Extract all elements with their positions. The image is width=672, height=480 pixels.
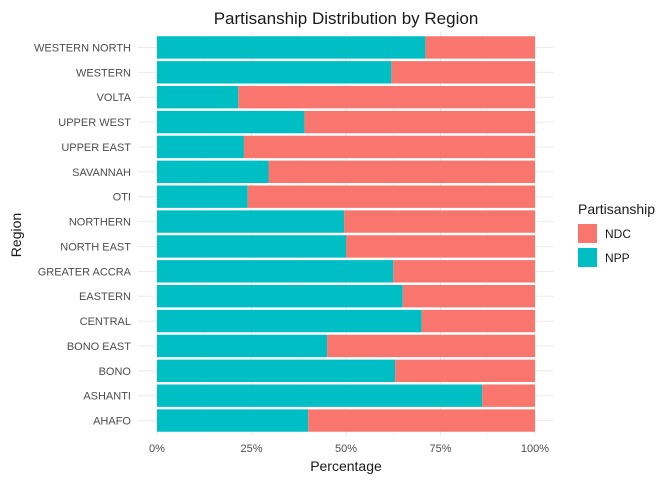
y-tick-labels: AHAFO ASHANTI BONO BONO EAST CENTRAL EASTERN G… xyxy=(34,42,132,427)
bar-npp-western-north xyxy=(157,36,426,59)
y-tick-label: BONO EAST xyxy=(67,341,131,353)
x-tick-label: 100% xyxy=(521,443,549,455)
bar-ndc-upper-east xyxy=(243,135,535,159)
legend-title: Partisanship xyxy=(578,201,655,217)
y-tick-label: EASTERN xyxy=(79,291,131,303)
y-tick-label: NORTH EAST xyxy=(60,241,131,253)
x-tick-labels: 0% 25% 50% 75% 100% xyxy=(149,443,549,455)
bar-npp-ahafo xyxy=(157,409,309,432)
bar-npp-ashanti xyxy=(157,384,483,407)
bar-npp-eastern xyxy=(157,284,403,308)
bar-npp-volta xyxy=(157,85,239,109)
bar-npp-bono-east xyxy=(157,334,328,358)
y-tick-label: UPPER WEST xyxy=(58,117,131,129)
y-axis-title: Region xyxy=(8,213,24,257)
y-tick-label: UPPER EAST xyxy=(61,142,131,154)
bar-ndc-upper-west xyxy=(304,110,535,134)
y-tick-label: SAVANNAH xyxy=(72,167,131,179)
legend-items: NDC NPP xyxy=(578,224,631,267)
bar-npp-western xyxy=(157,61,392,84)
bar-ndc-north-east xyxy=(346,235,535,258)
y-tick-label: OTI xyxy=(113,192,131,204)
bar-ndc-eastern xyxy=(402,284,535,308)
x-tick-label: 25% xyxy=(240,443,262,455)
bar-ndc-greater-accra xyxy=(393,260,535,283)
x-axis-title: Percentage xyxy=(310,458,382,474)
legend-swatch-npp xyxy=(578,248,597,267)
bar-npp-northern xyxy=(157,210,345,233)
bar-ndc-ahafo xyxy=(308,409,535,432)
bar-ndc-western-north xyxy=(425,36,535,59)
bar-npp-upper-west xyxy=(157,110,305,134)
y-tick-label: WESTERN xyxy=(76,67,131,79)
bar-ndc-central xyxy=(421,309,535,333)
y-tick-label: NORTHERN xyxy=(69,217,131,229)
chart-title: Partisanship Distribution by Region xyxy=(214,9,479,28)
x-tick-label: 75% xyxy=(429,443,451,455)
bar-npp-greater-accra xyxy=(157,260,394,283)
y-tick-label: BONO xyxy=(99,366,132,378)
y-tick-label: WESTERN NORTH xyxy=(34,42,131,54)
bars xyxy=(157,36,535,432)
bar-ndc-oti xyxy=(247,185,535,208)
bar-ndc-volta xyxy=(238,85,535,109)
bar-ndc-bono-east xyxy=(327,334,535,358)
y-tick-label: AHAFO xyxy=(93,416,131,428)
legend-label-ndc: NDC xyxy=(605,227,631,241)
x-tick-label: 50% xyxy=(335,443,357,455)
bar-npp-oti xyxy=(157,185,248,208)
bar-ndc-northern xyxy=(344,210,535,233)
y-tick-label: GREATER ACCRA xyxy=(38,266,132,278)
bar-npp-north-east xyxy=(157,235,346,258)
bar-npp-upper-east xyxy=(157,135,244,159)
y-tick-label: VOLTA xyxy=(97,92,132,104)
legend-swatch-ndc xyxy=(578,224,597,243)
bar-npp-savannah xyxy=(157,160,269,184)
bar-ndc-ashanti xyxy=(482,384,535,407)
bar-npp-bono xyxy=(157,359,396,383)
legend-label-npp: NPP xyxy=(605,251,630,265)
y-tick-label: CENTRAL xyxy=(80,316,131,328)
y-tick-label: ASHANTI xyxy=(83,391,131,403)
x-tick-label: 0% xyxy=(149,443,165,455)
bar-npp-central xyxy=(157,309,422,333)
bar-ndc-bono xyxy=(395,359,535,383)
bar-ndc-western xyxy=(391,61,535,84)
bar-ndc-savannah xyxy=(268,160,535,184)
legend: Partisanship NDC NPP xyxy=(578,201,655,267)
